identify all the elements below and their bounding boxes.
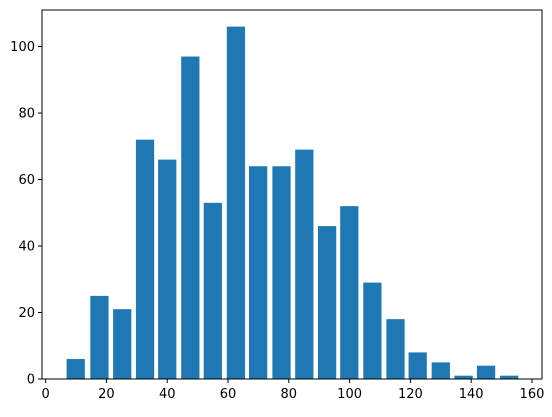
- x-tick-label-0: 0: [42, 387, 50, 402]
- bar-19: [500, 375, 519, 379]
- bar-7: [226, 26, 246, 380]
- bar-12: [340, 206, 359, 379]
- bar-13: [363, 282, 382, 379]
- bar-14: [386, 319, 405, 379]
- bar-15: [408, 352, 427, 379]
- bars-group: [66, 26, 519, 380]
- bar-10: [295, 149, 314, 379]
- y-tick-label-2: 40: [18, 240, 35, 255]
- bar-17: [454, 375, 473, 379]
- bar-5: [181, 56, 200, 379]
- bar-8: [248, 166, 268, 379]
- bar-0: [66, 359, 85, 379]
- y-tick-label-3: 60: [18, 173, 35, 188]
- x-axis-ticks: 0 20 40 60 80 100 120 140 160: [42, 379, 545, 402]
- bar-1: [90, 295, 109, 379]
- bar-3: [135, 139, 155, 379]
- bar-6: [203, 202, 222, 379]
- x-tick-label-6: 120: [398, 387, 423, 402]
- bar-9: [272, 166, 291, 379]
- bar-11: [317, 226, 337, 379]
- x-tick-label-3: 60: [220, 387, 237, 402]
- x-tick-label-1: 20: [98, 387, 115, 402]
- x-tick-label-7: 140: [459, 387, 484, 402]
- y-tick-label-0: 0: [27, 373, 35, 388]
- bar-4: [158, 159, 177, 379]
- x-tick-label-5: 100: [337, 387, 362, 402]
- plot-frame: [41, 9, 543, 380]
- y-tick-label-4: 80: [18, 107, 35, 122]
- y-axis-ticks: 0 20 40 60 80 100: [10, 40, 42, 388]
- bar-2: [113, 309, 132, 379]
- y-tick-label-5: 100: [10, 40, 35, 55]
- bar-16: [431, 362, 450, 379]
- y-tick-label-1: 20: [18, 306, 35, 321]
- x-tick-label-2: 40: [159, 387, 176, 402]
- x-tick-label-8: 160: [520, 387, 545, 402]
- bar-18: [476, 365, 496, 379]
- x-tick-label-4: 80: [281, 387, 298, 402]
